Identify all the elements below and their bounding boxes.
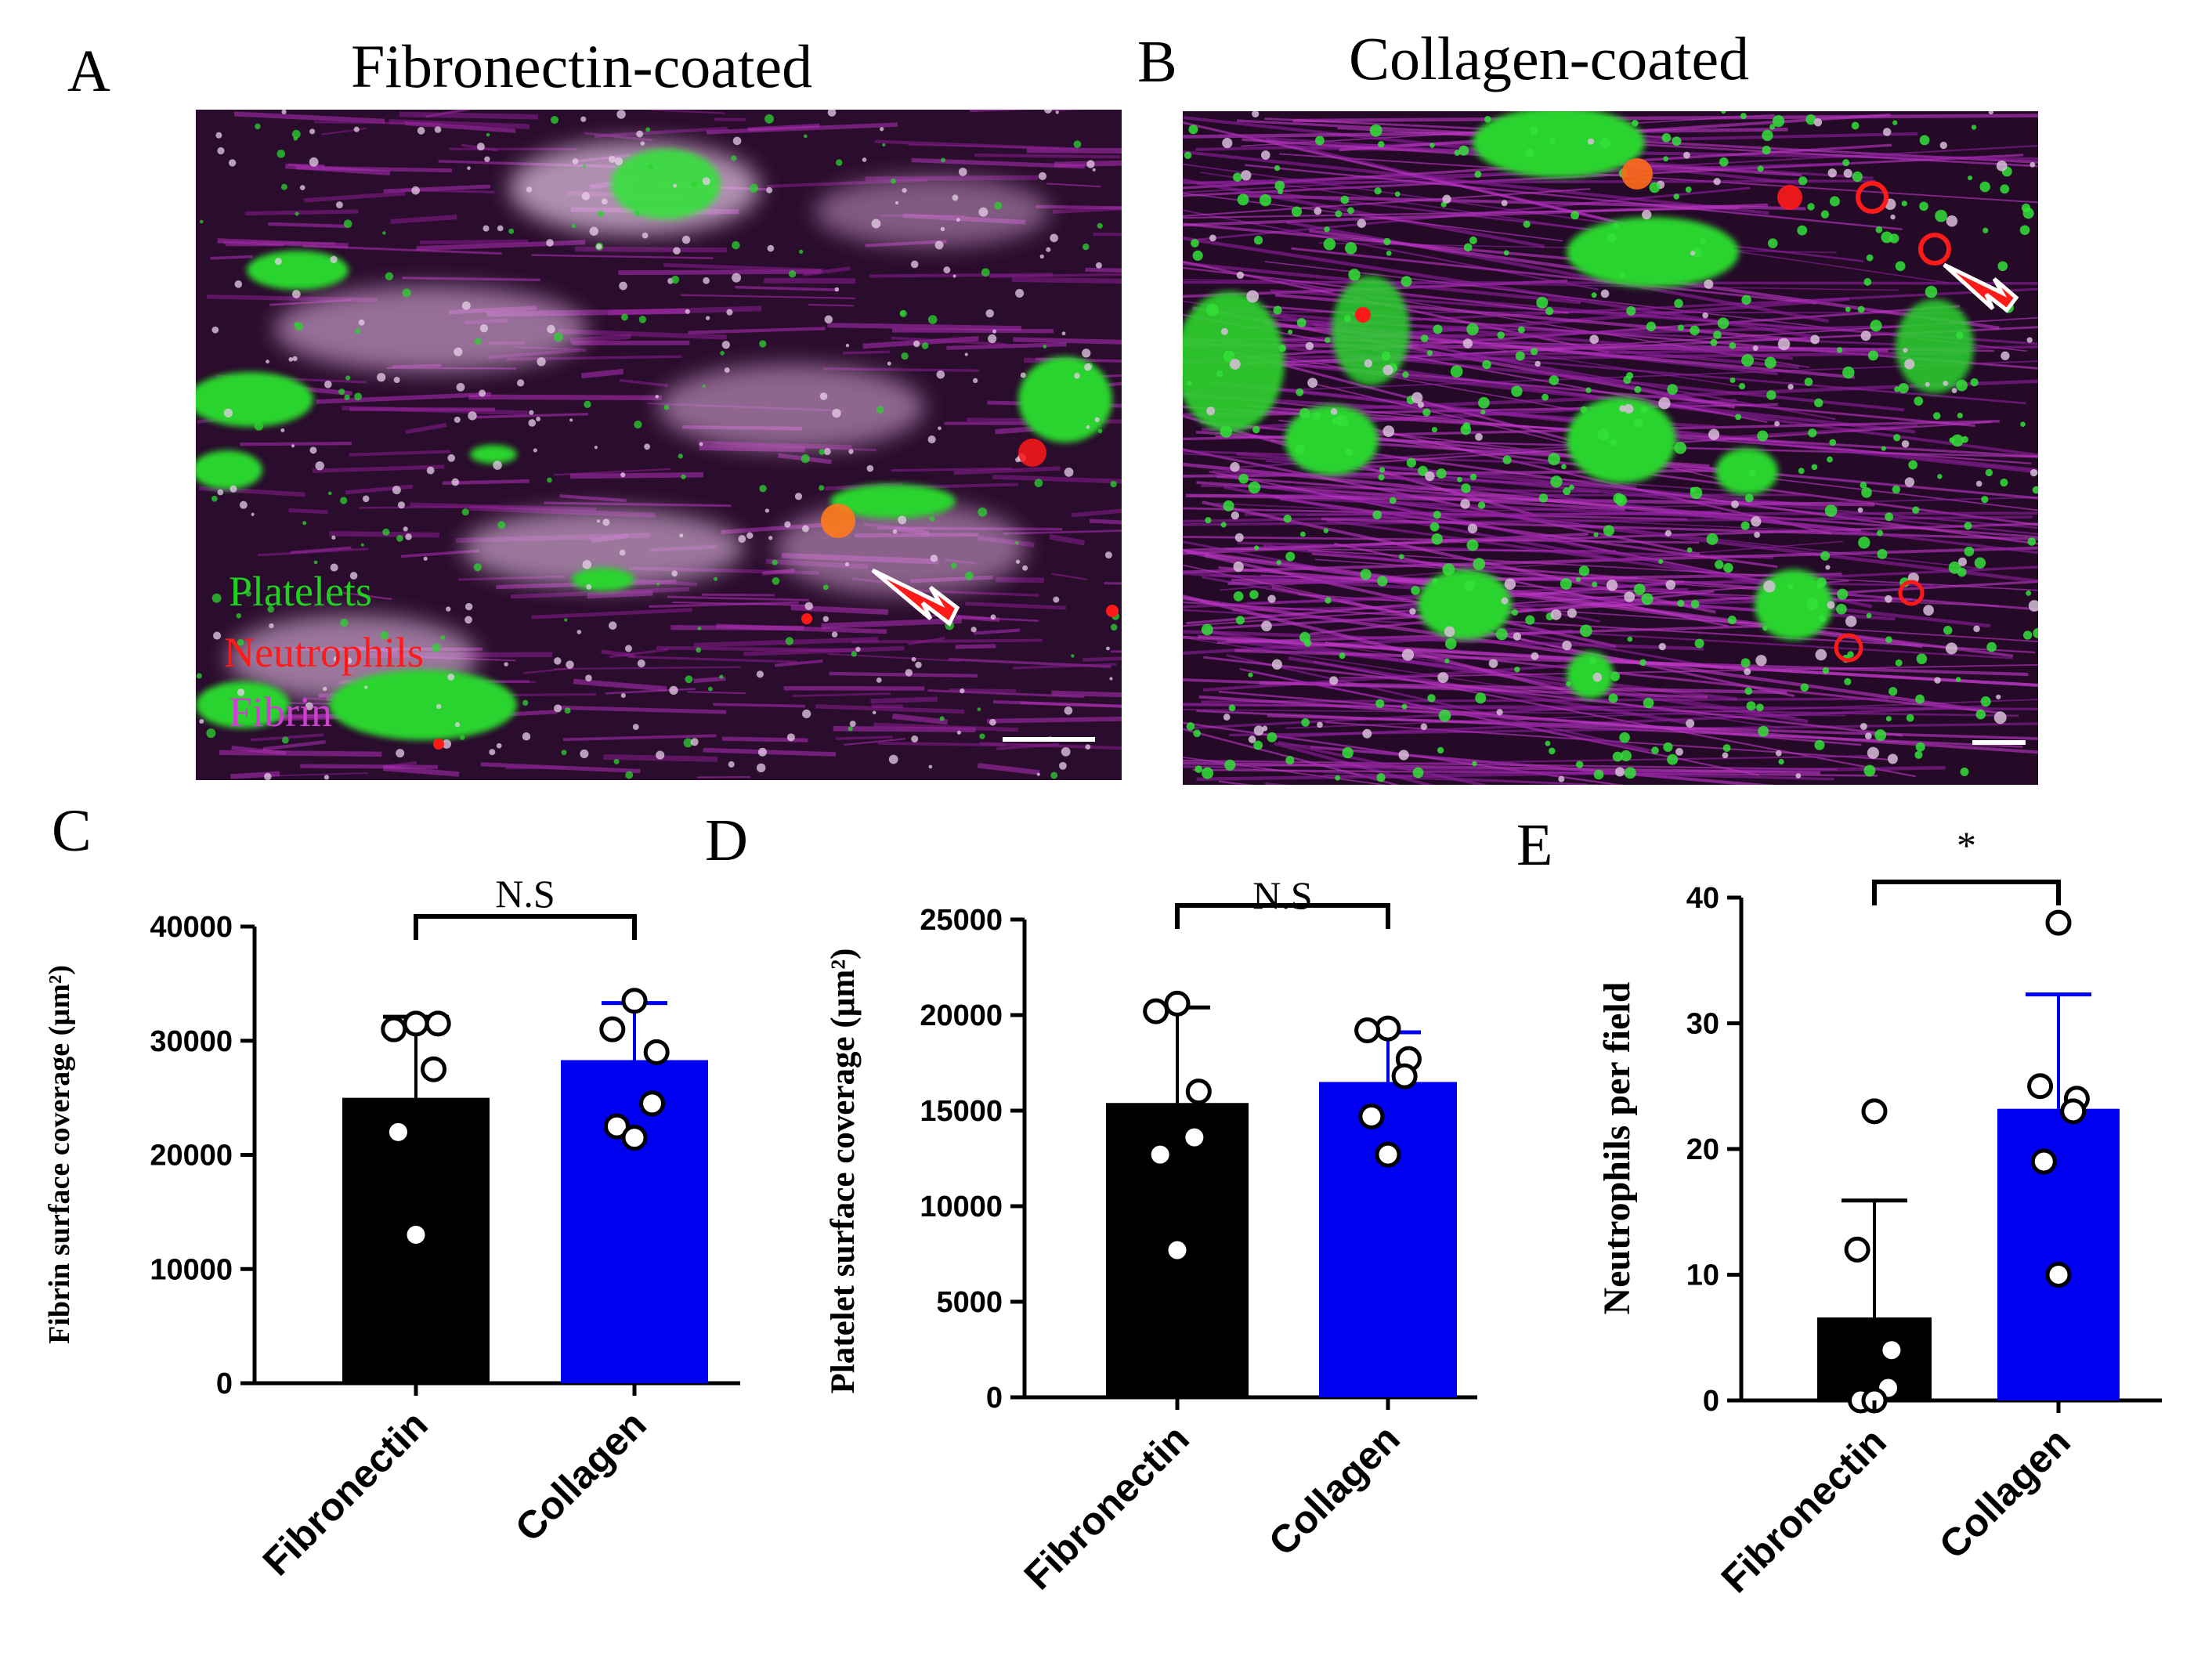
significance-bracket <box>414 914 637 940</box>
significance-bracket <box>1872 880 2061 905</box>
category-label-fibronectin: Fibronectin <box>1713 1419 1895 1601</box>
data-point <box>1861 1098 1888 1125</box>
data-point <box>425 1010 451 1037</box>
y-axis-label: Platelet surface coverage (µm²) <box>825 949 862 1394</box>
significance-label: N.S <box>1252 873 1312 917</box>
data-point <box>1358 1103 1385 1129</box>
image-b-title: Collagen-coated <box>1349 24 1750 92</box>
y-tick-label: 30000 <box>150 1025 233 1058</box>
y-tick-label: 5000 <box>936 1286 1003 1319</box>
bar-collagen <box>561 1060 708 1383</box>
y-tick-label: 0 <box>1703 1385 1719 1418</box>
data-point <box>1354 1017 1381 1044</box>
data-point <box>1391 1063 1418 1089</box>
y-tick-label: 20 <box>1686 1133 1719 1166</box>
y-tick-label: 0 <box>216 1368 233 1400</box>
bar-collagen <box>1319 1082 1457 1397</box>
data-point <box>1878 1337 1905 1364</box>
platelet-dots-a <box>196 110 1120 780</box>
data-point <box>1143 998 1169 1024</box>
data-point <box>421 1056 447 1082</box>
y-axis-label: Neutrophils per field <box>1596 981 1638 1314</box>
y-tick-label: 10000 <box>920 1191 1003 1223</box>
data-point <box>643 1039 670 1065</box>
legend-neutrophils: Neutrophils <box>224 629 424 676</box>
data-point <box>1164 1237 1191 1263</box>
data-point <box>1185 1079 1212 1105</box>
panel-label-c: C <box>52 798 92 864</box>
y-tick-label: 10000 <box>150 1253 233 1286</box>
panel-label-d: D <box>705 808 748 873</box>
data-point <box>2030 1148 2057 1175</box>
y-axis-label: Fibrin surface coverage (µm²) <box>43 965 76 1344</box>
panel-label-e: E <box>1516 812 1553 878</box>
micrograph-collagen <box>1183 111 2038 785</box>
data-point <box>385 1118 411 1145</box>
legend-fibrin: Fibrin <box>229 688 333 735</box>
arrow-icon <box>1943 262 2019 313</box>
data-point <box>2045 909 2072 936</box>
data-point <box>603 1113 630 1140</box>
platelet-dots-b <box>1184 111 2038 782</box>
data-point <box>381 1016 407 1042</box>
significance-bracket <box>1175 903 1390 929</box>
y-tick-label: 0 <box>986 1382 1003 1415</box>
panel-label-b: B <box>1137 29 1177 95</box>
data-point <box>2045 1262 2072 1288</box>
significance-label: * <box>1957 823 1976 867</box>
data-point <box>621 1125 648 1151</box>
y-tick-label: 15000 <box>920 1095 1003 1128</box>
arrow-icon <box>871 568 960 627</box>
data-point <box>639 1090 666 1117</box>
y-tick-label: 40 <box>1686 882 1719 915</box>
data-point <box>2027 1073 2054 1100</box>
data-point <box>2060 1098 2087 1125</box>
neutrophils-a <box>433 439 1119 750</box>
data-point <box>1147 1141 1173 1168</box>
y-tick-label: 30 <box>1686 1008 1719 1041</box>
data-point <box>1181 1124 1208 1151</box>
bar-collagen <box>1997 1108 2120 1400</box>
panel-label-a: A <box>67 38 110 104</box>
y-tick-label: 20000 <box>920 999 1003 1032</box>
data-point <box>621 988 648 1014</box>
micrograph-a-canvas <box>196 110 1122 780</box>
image-a-title: Fibronectin-coated <box>351 32 813 100</box>
data-point <box>1375 1141 1401 1168</box>
legend-platelets: Platelets <box>229 568 372 615</box>
neutrophils-b <box>1355 158 1951 663</box>
y-tick-label: 10 <box>1686 1259 1719 1292</box>
micrograph-b-canvas <box>1183 111 2038 785</box>
data-point <box>1844 1236 1870 1263</box>
y-tick-label: 40000 <box>150 911 233 944</box>
data-point <box>403 1222 429 1248</box>
micrograph-fibronectin <box>196 110 1122 780</box>
y-tick-label: 25000 <box>920 904 1003 937</box>
data-point <box>599 1016 626 1042</box>
significance-label: N.S <box>495 872 555 916</box>
category-label-collagen: Collagen <box>1931 1419 2079 1567</box>
y-tick-label: 20000 <box>150 1140 233 1173</box>
